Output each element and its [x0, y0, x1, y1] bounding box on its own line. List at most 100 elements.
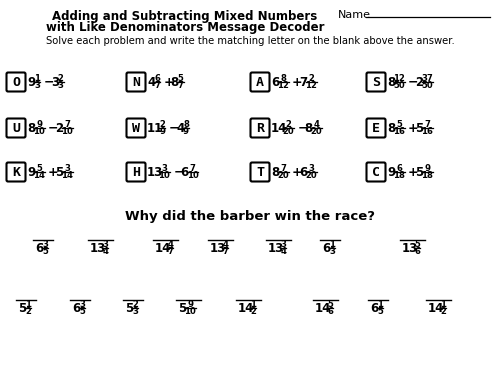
Text: 6: 6: [35, 242, 43, 255]
Text: 2: 2: [58, 74, 64, 83]
Text: 1: 1: [34, 74, 40, 83]
FancyBboxPatch shape: [366, 162, 386, 182]
Text: 1: 1: [440, 300, 446, 309]
Text: 18: 18: [422, 171, 433, 180]
Text: 10: 10: [158, 171, 170, 180]
Text: +: +: [292, 75, 302, 88]
Text: 13: 13: [147, 165, 163, 178]
Text: 3: 3: [102, 240, 108, 249]
Text: +: +: [292, 165, 302, 178]
Text: 6: 6: [328, 307, 333, 316]
Text: 2: 2: [160, 120, 165, 129]
Text: 1: 1: [25, 300, 31, 309]
Text: Adding and Subtracting Mixed Numbers: Adding and Subtracting Mixed Numbers: [52, 10, 318, 23]
Text: 14: 14: [33, 171, 45, 180]
Text: +: +: [164, 75, 174, 88]
Text: H: H: [132, 165, 140, 178]
Text: 6: 6: [271, 75, 279, 88]
Text: 9: 9: [36, 120, 42, 129]
Text: 16: 16: [394, 127, 405, 136]
Text: +: +: [408, 165, 418, 178]
Text: 3: 3: [58, 81, 64, 90]
Text: −: −: [48, 122, 58, 135]
Text: 1: 1: [250, 300, 256, 309]
Text: 5: 5: [79, 307, 85, 316]
Text: 5: 5: [178, 302, 186, 315]
Text: 4: 4: [176, 122, 184, 135]
Text: 8: 8: [271, 165, 279, 178]
Text: 13: 13: [90, 242, 106, 255]
Text: 7: 7: [168, 247, 173, 256]
Text: 6: 6: [414, 247, 420, 256]
Text: 2: 2: [415, 75, 423, 88]
Text: 7: 7: [222, 247, 228, 256]
Text: −: −: [298, 122, 308, 135]
Text: 5: 5: [415, 122, 424, 135]
Text: 3: 3: [50, 75, 59, 88]
Text: E: E: [372, 122, 380, 135]
Text: with Like Denominators Message Decoder: with Like Denominators Message Decoder: [46, 21, 324, 34]
Text: 6: 6: [396, 164, 402, 173]
Text: C: C: [372, 165, 380, 178]
Text: 2: 2: [440, 307, 446, 316]
Text: −: −: [169, 122, 179, 135]
Text: −: −: [174, 165, 184, 178]
Text: 6: 6: [180, 165, 188, 178]
Text: 2: 2: [286, 120, 292, 129]
Text: 1: 1: [377, 300, 383, 309]
Text: 12: 12: [278, 81, 289, 90]
Text: 3: 3: [162, 164, 168, 173]
Text: S: S: [372, 75, 380, 88]
Text: 5: 5: [396, 120, 402, 129]
Text: 50: 50: [422, 81, 433, 90]
Text: 9: 9: [159, 127, 165, 136]
Text: +: +: [408, 122, 418, 135]
Text: 5: 5: [414, 240, 420, 249]
Text: O: O: [12, 75, 20, 88]
Text: 5: 5: [415, 165, 424, 178]
Text: K: K: [12, 165, 20, 178]
FancyBboxPatch shape: [6, 72, 26, 92]
Text: 12: 12: [394, 74, 405, 83]
Text: 8: 8: [183, 120, 189, 129]
Text: 5: 5: [36, 164, 42, 173]
Text: Solve each problem and write the matching letter on the blank above the answer.: Solve each problem and write the matchin…: [46, 36, 455, 46]
Text: N: N: [132, 75, 140, 88]
Text: 9: 9: [187, 300, 193, 309]
Text: 3: 3: [79, 300, 85, 309]
Text: 8: 8: [170, 75, 179, 88]
Text: 12: 12: [306, 81, 317, 90]
Text: 7: 7: [154, 81, 160, 90]
FancyBboxPatch shape: [6, 118, 26, 138]
Text: 7: 7: [178, 81, 184, 90]
Text: 13: 13: [268, 242, 284, 255]
Text: 5: 5: [125, 302, 133, 315]
Text: 3: 3: [280, 240, 286, 249]
Text: 6: 6: [154, 74, 160, 83]
Text: T: T: [256, 165, 264, 178]
Text: 4: 4: [222, 240, 228, 249]
Text: U: U: [12, 122, 20, 135]
Text: 5: 5: [18, 302, 26, 315]
Text: +: +: [48, 165, 58, 178]
FancyBboxPatch shape: [250, 162, 270, 182]
FancyBboxPatch shape: [366, 118, 386, 138]
Text: 7: 7: [190, 164, 196, 173]
Text: Name: Name: [338, 10, 371, 20]
Text: 2: 2: [308, 74, 314, 83]
Text: 3: 3: [42, 240, 48, 249]
Text: −: −: [44, 75, 54, 88]
Text: 10: 10: [34, 127, 45, 136]
FancyBboxPatch shape: [126, 162, 146, 182]
Text: 14: 14: [155, 242, 172, 255]
Text: 9: 9: [387, 165, 395, 178]
Text: 3: 3: [132, 307, 138, 316]
Text: 5: 5: [42, 247, 48, 256]
Text: 7: 7: [299, 75, 307, 88]
Text: W: W: [132, 122, 140, 135]
FancyBboxPatch shape: [250, 72, 270, 92]
Text: 4: 4: [314, 120, 320, 129]
Text: 3: 3: [64, 164, 70, 173]
Text: 8: 8: [387, 75, 395, 88]
Text: 8: 8: [27, 122, 35, 135]
